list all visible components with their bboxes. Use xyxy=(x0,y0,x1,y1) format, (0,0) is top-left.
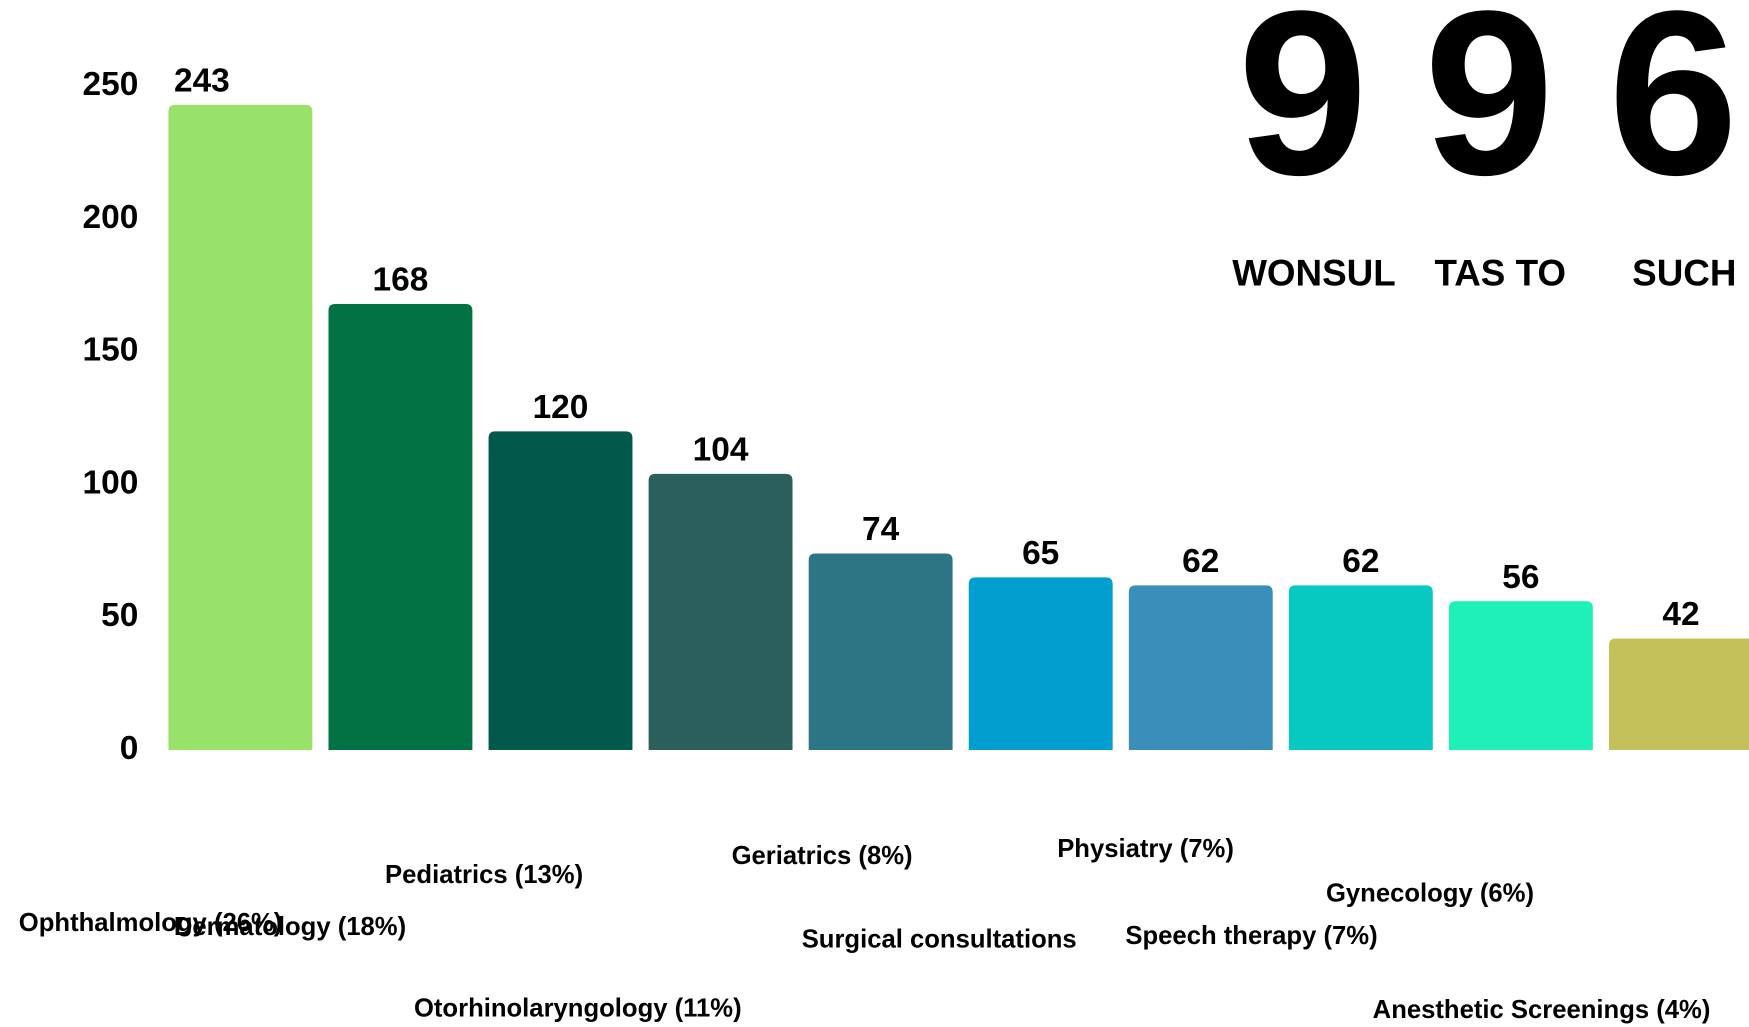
x-tick-label: Speech therapy (7%) xyxy=(1125,922,1377,950)
value-label: 62 xyxy=(1342,543,1379,580)
value-label: 120 xyxy=(533,389,589,426)
kpi-label: SUCH xyxy=(1632,253,1736,294)
x-tick-label: Dermatology (18%) xyxy=(174,913,406,941)
x-tick-label: Pediatrics (13%) xyxy=(385,861,583,889)
kpi-value: 9 xyxy=(1238,0,1368,224)
bar xyxy=(1128,585,1273,750)
bar xyxy=(1609,638,1749,750)
bar xyxy=(808,553,953,750)
kpi-value: 6 xyxy=(1608,0,1738,224)
x-tick-label: Physiatry (7%) xyxy=(1057,835,1234,863)
x-tick-label: Ophthalmology (26%) xyxy=(19,909,283,937)
y-tick-label: 150 xyxy=(82,332,138,369)
kpi-label: WONSUL xyxy=(1232,253,1396,294)
value-label: 243 xyxy=(174,62,230,99)
kpi-label: TAS TO xyxy=(1434,253,1566,294)
bar xyxy=(168,104,313,750)
x-tick-label: Gynecology (6%) xyxy=(1326,880,1534,908)
x-tick-label: Geriatrics (8%) xyxy=(732,842,913,870)
value-label: 62 xyxy=(1182,543,1219,580)
kpi-value: 9 xyxy=(1424,0,1554,224)
value-label: 74 xyxy=(862,511,900,548)
value-label: 56 xyxy=(1502,559,1539,596)
y-tick-label: 100 xyxy=(82,464,138,501)
bar xyxy=(1448,601,1593,750)
bar xyxy=(488,431,633,750)
x-tick-label: Anesthetic Screenings (4%) xyxy=(1373,996,1711,1024)
value-label: 168 xyxy=(373,262,429,299)
x-tick-label: Otorhinolaryngology (11%) xyxy=(414,995,742,1023)
bar xyxy=(328,303,473,750)
y-tick-label: 0 xyxy=(120,730,139,767)
value-label: 65 xyxy=(1022,535,1059,572)
y-tick-label: 50 xyxy=(101,597,138,634)
value-label: 42 xyxy=(1662,596,1699,633)
value-label: 104 xyxy=(693,431,749,468)
bar xyxy=(648,473,793,750)
x-tick-label: Surgical consultations xyxy=(802,925,1077,953)
y-tick-label: 200 xyxy=(82,199,138,236)
bar xyxy=(968,577,1113,750)
y-tick-label: 250 xyxy=(82,66,138,103)
bar xyxy=(1288,585,1433,750)
